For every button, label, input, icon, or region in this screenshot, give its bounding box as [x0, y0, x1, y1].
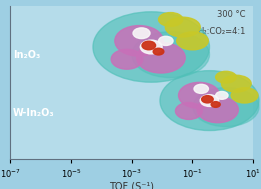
Ellipse shape [193, 88, 259, 127]
Circle shape [153, 48, 164, 55]
Ellipse shape [132, 32, 210, 78]
Circle shape [216, 91, 228, 99]
Ellipse shape [158, 12, 183, 26]
Circle shape [197, 97, 238, 123]
Circle shape [158, 36, 173, 46]
Circle shape [179, 82, 220, 108]
Circle shape [200, 95, 219, 106]
Ellipse shape [221, 75, 251, 92]
Ellipse shape [177, 32, 208, 50]
Ellipse shape [165, 17, 200, 37]
Circle shape [211, 102, 220, 107]
Circle shape [202, 96, 213, 103]
Ellipse shape [216, 71, 236, 83]
Text: W-In₂O₃: W-In₂O₃ [13, 108, 55, 118]
Text: H₂:CO₂=4:1: H₂:CO₂=4:1 [198, 27, 246, 36]
Circle shape [140, 40, 162, 54]
Ellipse shape [160, 71, 259, 131]
Circle shape [115, 26, 163, 56]
Circle shape [137, 42, 185, 73]
Circle shape [194, 84, 209, 93]
Circle shape [133, 28, 150, 39]
Circle shape [142, 41, 156, 50]
X-axis label: TOF (S⁻¹): TOF (S⁻¹) [109, 182, 154, 189]
Ellipse shape [231, 88, 258, 103]
Text: In₂O₃: In₂O₃ [13, 50, 40, 60]
Circle shape [175, 103, 202, 119]
Text: 300 °C: 300 °C [217, 10, 246, 19]
Circle shape [111, 49, 143, 69]
Ellipse shape [93, 12, 210, 82]
